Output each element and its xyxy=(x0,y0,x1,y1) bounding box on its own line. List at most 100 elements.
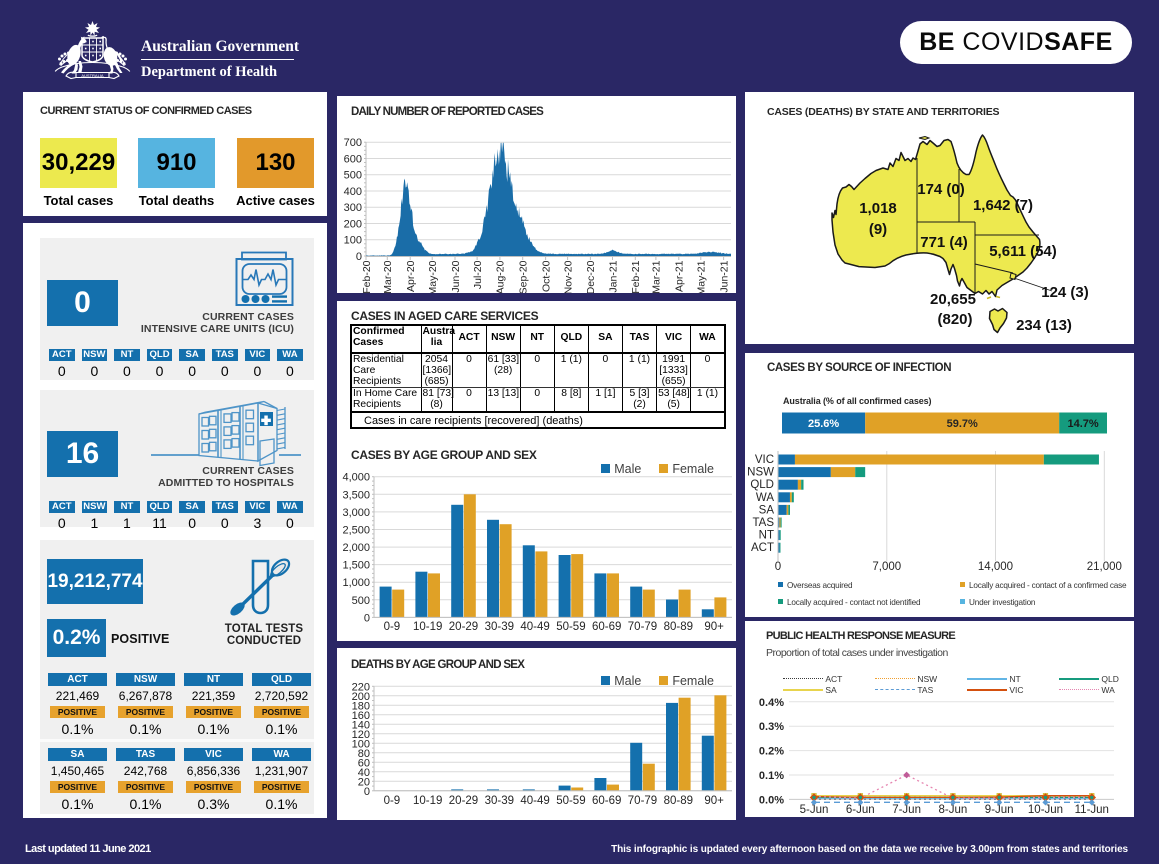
svg-text:20-29: 20-29 xyxy=(449,621,478,633)
svg-text:Mar-21: Mar-21 xyxy=(651,260,663,293)
svg-text:9-Jun: 9-Jun xyxy=(985,804,1014,816)
svg-text:8-Jun: 8-Jun xyxy=(939,804,968,816)
svg-text:40-49: 40-49 xyxy=(520,621,549,633)
svg-text:Jul-20: Jul-20 xyxy=(472,260,484,289)
svg-text:500: 500 xyxy=(352,595,370,607)
svg-text:WA: WA xyxy=(756,492,774,504)
svg-text:400: 400 xyxy=(344,186,362,198)
svg-text:7-Jun: 7-Jun xyxy=(892,804,921,816)
svg-text:(820): (820) xyxy=(937,311,972,328)
svg-text:100: 100 xyxy=(344,235,362,247)
svg-text:1,018: 1,018 xyxy=(859,200,897,217)
svg-text:11-Jun: 11-Jun xyxy=(1075,804,1109,816)
svg-text:300: 300 xyxy=(344,202,362,214)
svg-text:174 (0): 174 (0) xyxy=(917,181,965,198)
svg-text:10-19: 10-19 xyxy=(413,621,442,633)
svg-text:Apr-20: Apr-20 xyxy=(405,260,417,292)
svg-text:0.2%: 0.2% xyxy=(759,746,784,758)
svg-text:500: 500 xyxy=(344,170,362,182)
svg-text:0.3%: 0.3% xyxy=(759,721,784,733)
svg-text:0: 0 xyxy=(356,251,362,263)
svg-text:60-69: 60-69 xyxy=(592,621,621,633)
svg-text:40: 40 xyxy=(358,767,370,779)
svg-text:20-29: 20-29 xyxy=(449,795,478,807)
svg-text:Dec-20: Dec-20 xyxy=(585,260,597,293)
svg-text:4,000: 4,000 xyxy=(342,472,370,484)
svg-text:14.7%: 14.7% xyxy=(1067,418,1098,430)
svg-text:5-Jun: 5-Jun xyxy=(800,804,829,816)
svg-text:QLD: QLD xyxy=(750,479,774,491)
svg-text:0: 0 xyxy=(364,786,370,798)
svg-text:3,000: 3,000 xyxy=(342,507,370,519)
svg-text:40-49: 40-49 xyxy=(520,795,549,807)
svg-text:160: 160 xyxy=(352,710,370,722)
svg-text:VIC: VIC xyxy=(755,454,774,466)
svg-text:100: 100 xyxy=(352,738,370,750)
svg-text:NT: NT xyxy=(759,530,774,542)
svg-text:0-9: 0-9 xyxy=(384,795,401,807)
svg-text:0: 0 xyxy=(775,561,781,573)
svg-text:20,655: 20,655 xyxy=(930,291,976,308)
svg-text:0-9: 0-9 xyxy=(384,621,401,633)
svg-text:25.6%: 25.6% xyxy=(808,418,839,430)
svg-text:ACT: ACT xyxy=(751,542,774,554)
svg-text:Feb-20: Feb-20 xyxy=(361,260,373,293)
svg-text:60: 60 xyxy=(358,757,370,769)
svg-text:14,000: 14,000 xyxy=(978,561,1013,573)
svg-text:50-59: 50-59 xyxy=(556,795,585,807)
svg-text:200: 200 xyxy=(344,219,362,231)
svg-text:30-39: 30-39 xyxy=(485,621,514,633)
svg-text:59.7%: 59.7% xyxy=(947,418,978,430)
svg-text:NSW: NSW xyxy=(747,467,774,479)
svg-text:0.0%: 0.0% xyxy=(759,794,784,806)
svg-text:May-20: May-20 xyxy=(427,260,439,293)
svg-text:6-Jun: 6-Jun xyxy=(846,804,875,816)
svg-text:80-89: 80-89 xyxy=(664,621,693,633)
svg-text:Apr-21: Apr-21 xyxy=(674,260,686,292)
svg-text:70-79: 70-79 xyxy=(628,621,657,633)
svg-text:60-69: 60-69 xyxy=(592,795,621,807)
svg-text:0.1%: 0.1% xyxy=(759,770,784,782)
svg-text:Mar-20: Mar-20 xyxy=(382,260,394,293)
svg-text:90+: 90+ xyxy=(704,795,724,807)
svg-text:70-79: 70-79 xyxy=(628,795,657,807)
svg-text:120: 120 xyxy=(352,729,370,741)
svg-text:2,000: 2,000 xyxy=(342,542,370,554)
svg-text:Nov-20: Nov-20 xyxy=(562,260,574,293)
svg-text:0.4%: 0.4% xyxy=(759,697,784,709)
svg-text:180: 180 xyxy=(352,700,370,712)
svg-text:10-Jun: 10-Jun xyxy=(1028,804,1063,816)
svg-text:TAS: TAS xyxy=(752,517,774,529)
svg-text:50-59: 50-59 xyxy=(556,621,585,633)
svg-text:600: 600 xyxy=(344,154,362,166)
svg-text:1,000: 1,000 xyxy=(342,577,370,589)
svg-text:200: 200 xyxy=(352,691,370,703)
svg-text:2,500: 2,500 xyxy=(342,525,370,537)
svg-text:AUSTRALIA: AUSTRALIA xyxy=(81,73,104,78)
svg-text:140: 140 xyxy=(352,719,370,731)
svg-text:90+: 90+ xyxy=(704,621,724,633)
svg-text:20: 20 xyxy=(358,776,370,788)
svg-text:Oct-20: Oct-20 xyxy=(540,260,552,292)
svg-text:0: 0 xyxy=(364,612,370,624)
svg-text:80: 80 xyxy=(358,748,370,760)
svg-text:30-39: 30-39 xyxy=(485,795,514,807)
svg-text:3,500: 3,500 xyxy=(342,489,370,501)
svg-text:771 (4): 771 (4) xyxy=(920,234,968,251)
svg-text:700: 700 xyxy=(344,137,362,149)
svg-text:Jun-20: Jun-20 xyxy=(450,260,462,292)
svg-text:Jan-21: Jan-21 xyxy=(607,260,619,292)
svg-text:May-21: May-21 xyxy=(696,260,708,293)
svg-text:Jun-21: Jun-21 xyxy=(718,260,730,292)
svg-text:80-89: 80-89 xyxy=(664,795,693,807)
svg-text:21,000: 21,000 xyxy=(1087,561,1122,573)
svg-text:Feb-21: Feb-21 xyxy=(630,260,642,293)
svg-text:10-19: 10-19 xyxy=(413,795,442,807)
svg-text:1,642 (7): 1,642 (7) xyxy=(973,197,1033,214)
svg-text:Sep-20: Sep-20 xyxy=(518,260,530,293)
svg-text:7,000: 7,000 xyxy=(872,561,901,573)
svg-text:(9): (9) xyxy=(869,221,887,238)
svg-text:5,611 (54): 5,611 (54) xyxy=(989,243,1057,260)
svg-text:234 (13): 234 (13) xyxy=(1016,317,1072,334)
svg-text:SA: SA xyxy=(759,504,775,516)
